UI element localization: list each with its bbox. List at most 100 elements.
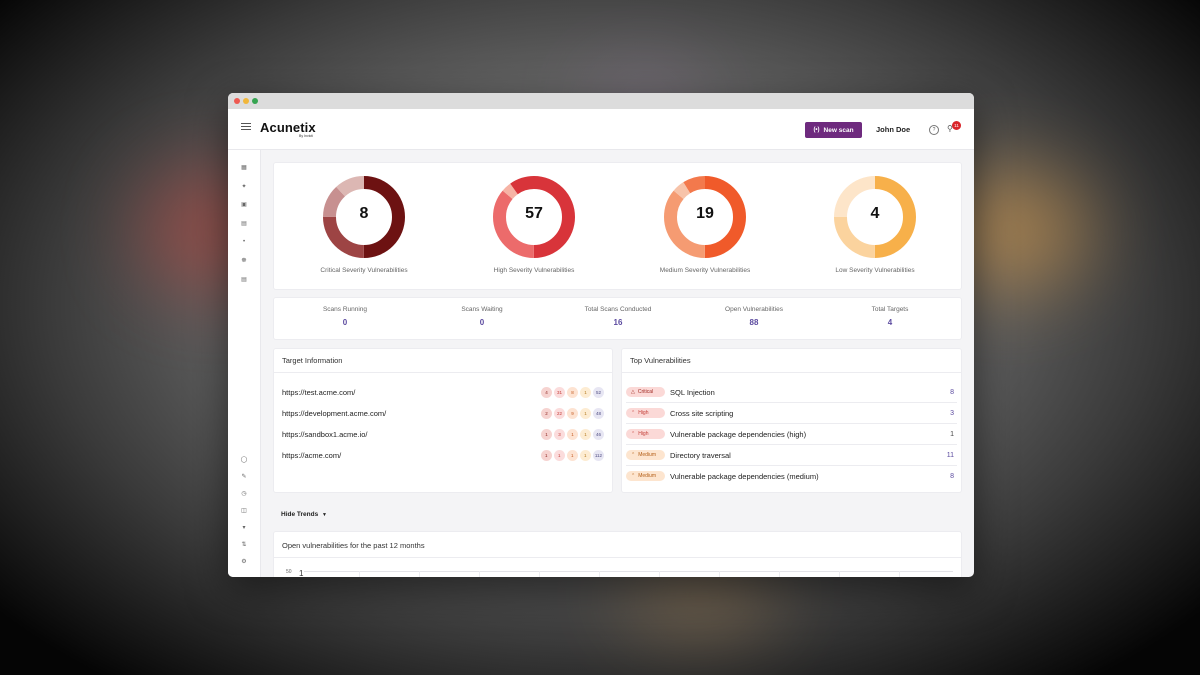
target-information-card: Target Information https://test.acme.com… [274,349,612,492]
menu-icon[interactable] [241,123,251,130]
target-row[interactable]: https://test.acme.com/ 4 31 8 1 52 [282,385,604,399]
stat-scans-running[interactable]: Scans Running 0 [295,306,395,327]
vulnerability-name[interactable]: SQL Injection [670,387,715,397]
maximize-window-button[interactable] [252,98,258,104]
target-row[interactable]: https://acme.com/ 1 1 1 1 112 [282,448,604,462]
severity-badge: ⌃ Medium [626,450,665,460]
vulnerability-count[interactable]: 3 [950,409,954,417]
vulnerability-count[interactable]: 1 [950,430,954,438]
target-row[interactable]: https://development.acme.com/ 2 22 9 1 4… [282,406,604,420]
severity-counts: 1 1 1 1 112 [540,449,604,461]
caret-down-icon: ▼ [322,512,327,518]
new-scan-label: New scan [823,126,854,134]
target-url[interactable]: https://test.acme.com/ [282,387,356,397]
targets-icon[interactable]: ✦ [241,183,247,190]
new-scan-button[interactable]: (•) New scan [805,122,862,138]
donut-segment [323,176,405,258]
help-icon[interactable]: ? [929,125,939,135]
chart-gridline [839,571,840,577]
low-donut-chart [834,176,916,258]
minimize-window-button[interactable] [243,98,249,104]
critical-label: Critical Severity Vulnerabilities [320,267,408,274]
stat-open-vulnerabilities[interactable]: Open Vulnerabilities 88 [704,306,804,327]
hide-trends-toggle[interactable]: Hide Trends ▼ [281,511,327,518]
high-severity-donut[interactable]: 57 High Severity Vulnerabilities [492,175,576,274]
stat-label: Open Vulnerabilities [725,306,783,313]
severity-text: High [638,410,649,416]
scans-icon[interactable]: ▣ [241,201,247,208]
vulnerability-count[interactable]: 8 [950,472,954,480]
stat-value: 4 [887,318,893,327]
stat-total-scans[interactable]: Total Scans Conducted 16 [568,306,668,327]
severity-text: Medium [638,452,656,458]
stat-value: 16 [613,318,623,327]
donut-segment [834,176,916,258]
filter-icon[interactable]: ▾ [242,524,246,531]
critical-severity-donut[interactable]: 8 Critical Severity Vulnerabilities [320,175,408,274]
vulnerability-row[interactable]: △ Critical SQL Injection 8 [626,382,957,403]
chart-gridline [419,571,420,577]
divider [274,557,961,558]
low-count-pill: 1 [580,386,591,398]
vulnerability-name[interactable]: Vulnerable package dependencies (medium) [670,471,819,481]
critical-count-pill: 4 [541,386,552,398]
severity-summary-card: 8 Critical Severity Vulnerabilities 57 H… [274,163,961,289]
medium-count-pill: 8 [567,386,578,398]
chart-gridline [304,571,953,572]
vulnerability-count[interactable]: 11 [946,451,954,459]
vulnerability-name[interactable]: Directory traversal [670,450,731,460]
target-url[interactable]: https://sandbox1.acme.io/ [282,429,368,439]
medium-count-pill: 1 [566,449,578,461]
stat-value: 0 [479,318,485,327]
bell-icon[interactable]: ⚲ [947,124,953,133]
donut-center [336,189,392,245]
severity-badge: △ Critical [626,387,665,397]
close-window-button[interactable] [234,98,240,104]
database-icon[interactable]: ◫ [241,507,247,514]
divider [274,372,612,373]
vulnerability-name[interactable]: Vulnerable package dependencies (high) [670,429,807,439]
vulnerability-row[interactable]: ⌃ Medium Directory traversal 11 [626,445,957,466]
severity-counts: 4 31 8 1 52 [541,386,604,398]
high-count-pill: 22 [554,407,565,419]
stat-total-targets[interactable]: Total Targets 4 [840,306,940,327]
target-url[interactable]: https://acme.com/ [282,450,342,460]
shield-icon[interactable]: ◯ [240,456,248,463]
medium-label: Medium Severity Vulnerabilities [659,267,751,274]
donut-center [506,189,562,245]
stat-scans-waiting[interactable]: Scans Waiting 0 [432,306,532,327]
severity-text: Medium [638,473,656,479]
settings-icon[interactable]: ⚙ [241,558,247,565]
bug-icon[interactable]: ☸ [241,257,247,264]
app-header: Acunetix By Invicti (•) New scan John Do… [228,109,974,150]
low-count-pill: 1 [579,449,591,461]
severity-text: High [638,431,649,437]
app-logo[interactable]: Acunetix [260,120,316,135]
medium-severity-donut[interactable]: 19 Medium Severity Vulnerabilities [660,175,750,274]
vulnerability-name[interactable]: Cross site scripting [670,408,734,418]
vulnerability-count[interactable]: 8 [950,388,954,396]
vulnerability-row[interactable]: ⌃ Medium Vulnerable package dependencies… [626,466,957,486]
target-url[interactable]: https://development.acme.com/ [282,408,387,418]
low-count: 4 [870,205,880,222]
high-count: 57 [525,205,543,222]
reports-icon[interactable]: ▤ [241,276,247,283]
info-count-pill: 112 [592,449,604,461]
y-axis-marker: 1 [299,569,304,577]
monitor-icon[interactable]: • [242,239,246,245]
vulnerability-row[interactable]: ⌃ High Cross site scripting 3 [626,403,957,424]
donut-segment [834,176,916,258]
edit-icon[interactable]: ✎ [241,473,247,480]
divider [622,372,961,373]
sync-icon[interactable]: ⇅ [241,541,247,548]
hide-trends-label: Hide Trends [281,511,319,518]
target-row[interactable]: https://sandbox1.acme.io/ 1 3 1 1 46 [282,427,604,441]
dashboard-icon[interactable]: ▦ [241,164,247,171]
user-name[interactable]: John Doe [876,125,911,134]
vulnerabilities-icon[interactable]: ▤ [241,220,247,227]
card-title: Target Information [282,356,343,365]
scan-stats-card: Scans Running 0 Scans Waiting 0 Total Sc… [274,298,961,339]
clock-icon[interactable]: ◷ [241,490,247,497]
low-severity-donut[interactable]: 4 Low Severity Vulnerabilities [833,175,917,274]
vulnerability-row[interactable]: ⌃ High Vulnerable package dependencies (… [626,424,957,445]
